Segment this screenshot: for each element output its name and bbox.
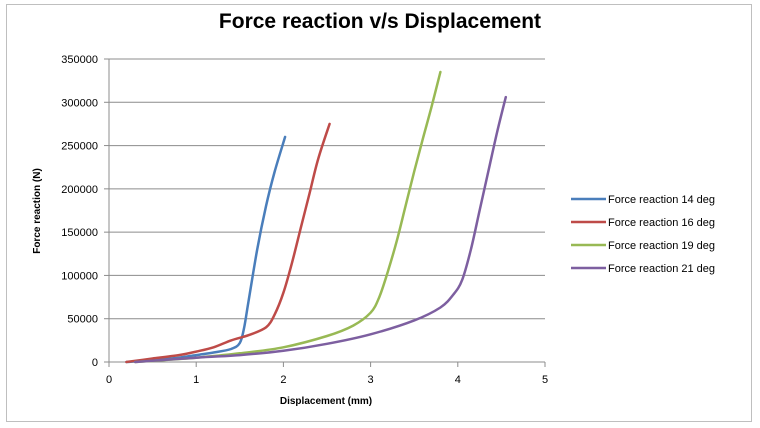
series-line-force-reaction-21-deg bbox=[133, 95, 508, 364]
series-lines bbox=[125, 70, 508, 364]
gridlines bbox=[109, 58, 545, 320]
chart-title: Force reaction v/s Displacement bbox=[218, 10, 542, 33]
y-tick-label: 200000 bbox=[61, 184, 98, 196]
chart-frame bbox=[6, 4, 752, 422]
legend: Force reaction 14 deg Force reaction 16 d… bbox=[571, 194, 715, 275]
y-tick-label: 150000 bbox=[61, 227, 98, 239]
y-tick-label: 50000 bbox=[67, 314, 98, 326]
y-axis-title: Force reaction (N) bbox=[32, 168, 43, 254]
x-tick-label: 4 bbox=[455, 374, 461, 386]
y-tick-label: 300000 bbox=[61, 97, 98, 109]
series-line-force-reaction-16-deg bbox=[125, 122, 331, 364]
y-tick-label: 0 bbox=[92, 357, 98, 369]
x-tick-label: 2 bbox=[280, 374, 286, 386]
x-tick-label: 5 bbox=[542, 374, 548, 386]
legend-label: Force reaction 16 deg bbox=[608, 217, 715, 229]
x-tick-label: 1 bbox=[193, 374, 199, 386]
y-tick-label: 350000 bbox=[61, 54, 98, 66]
axes: 0 50000 100000 150000 200000 250000 300000 3500… bbox=[61, 54, 548, 386]
series-line-force-reaction-14-deg bbox=[125, 135, 287, 364]
legend-label: Force reaction 14 deg bbox=[608, 194, 715, 206]
y-tick-label: 100000 bbox=[61, 270, 98, 282]
x-tick-label: 0 bbox=[106, 374, 112, 386]
x-tick-label: 3 bbox=[368, 374, 374, 386]
legend-label: Force reaction 19 deg bbox=[608, 240, 715, 252]
y-tick-label: 250000 bbox=[61, 141, 98, 153]
legend-label: Force reaction 21 deg bbox=[608, 263, 715, 275]
x-axis-title: Displacement (mm) bbox=[280, 396, 372, 407]
